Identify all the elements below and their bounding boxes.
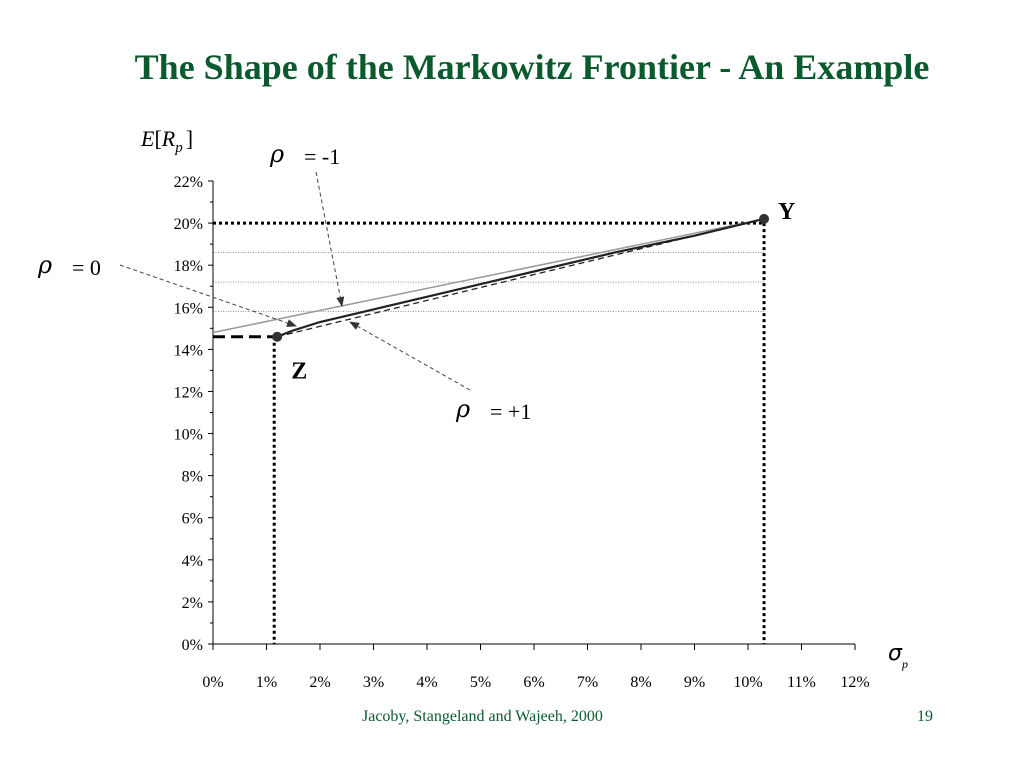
footer-citation: Jacoby, Stangeland and Wajeeh, 2000 <box>362 708 603 725</box>
axes: 0% 2% 4% 6% 8% 10% 12% 14% 16% 18% 20% 22% 0% 1% 2% 3% 4… <box>140 126 908 691</box>
slide-title: The Shape of the Markowitz Frontier - An… <box>134 47 930 87</box>
x-tick-label: 12% <box>840 674 869 691</box>
y-tick-label: 12% <box>174 384 203 401</box>
x-tick-label: 1% <box>256 674 277 691</box>
x-tick-label: 8% <box>630 674 651 691</box>
x-tick-label: 4% <box>416 674 437 691</box>
x-tick-label: 7% <box>577 674 598 691</box>
y-tick-label: 10% <box>174 427 203 444</box>
y-axis-label: E[Rp] <box>140 126 193 156</box>
page-number: 19 <box>917 708 933 725</box>
x-axis-label: σp <box>888 641 908 671</box>
portfolio-point-y <box>759 213 770 224</box>
frontier-curve-rho-1 <box>277 218 765 338</box>
rho-minus-one-label: = -1 <box>304 144 340 169</box>
rho-symbol: ρ <box>455 395 470 423</box>
point-label-z: Z <box>291 359 307 385</box>
y-tick-label: 14% <box>174 342 203 359</box>
x-tick-label: 5% <box>470 674 491 691</box>
y-tick-label: 2% <box>182 595 203 612</box>
y-tick-label: 16% <box>174 300 203 317</box>
rho-symbol: ρ <box>37 251 52 279</box>
y-tick-label: 22% <box>174 174 203 191</box>
y-tick-label: 8% <box>182 469 203 486</box>
x-tick-label: 6% <box>523 674 544 691</box>
arrow-rho-minus-one <box>315 171 345 307</box>
point-label-y: Y <box>778 199 795 225</box>
x-tick-label: 0% <box>202 674 223 691</box>
arrow-rho-zero <box>119 264 297 327</box>
y-tick-label: 0% <box>182 637 203 654</box>
rho-zero-label: = 0 <box>72 255 101 280</box>
x-tick-label: 3% <box>363 674 384 691</box>
guide-lines <box>213 221 766 644</box>
x-tick-label: 11% <box>787 674 816 691</box>
x-tick-label: 10% <box>733 674 762 691</box>
portfolio-point-z <box>272 331 283 342</box>
y-tick-label: 18% <box>174 258 203 275</box>
y-tick-label: 6% <box>182 511 203 528</box>
rho-plus-one-label: = +1 <box>490 399 531 424</box>
annotations: Y Zρ = -1 ρ = 0 ρ = +1 <box>37 140 795 424</box>
arrow-rho-plus-one <box>349 321 471 391</box>
frontier-curve-rho-1 <box>212 218 765 334</box>
rho-symbol: ρ <box>269 140 284 168</box>
x-tick-label: 9% <box>684 674 705 691</box>
x-tick-label: 2% <box>309 674 330 691</box>
y-tick-label: 4% <box>182 553 203 570</box>
frontier-curves <box>212 213 770 342</box>
frontier-curve-rho-0 <box>276 217 765 338</box>
y-tick-label: 20% <box>174 216 203 233</box>
